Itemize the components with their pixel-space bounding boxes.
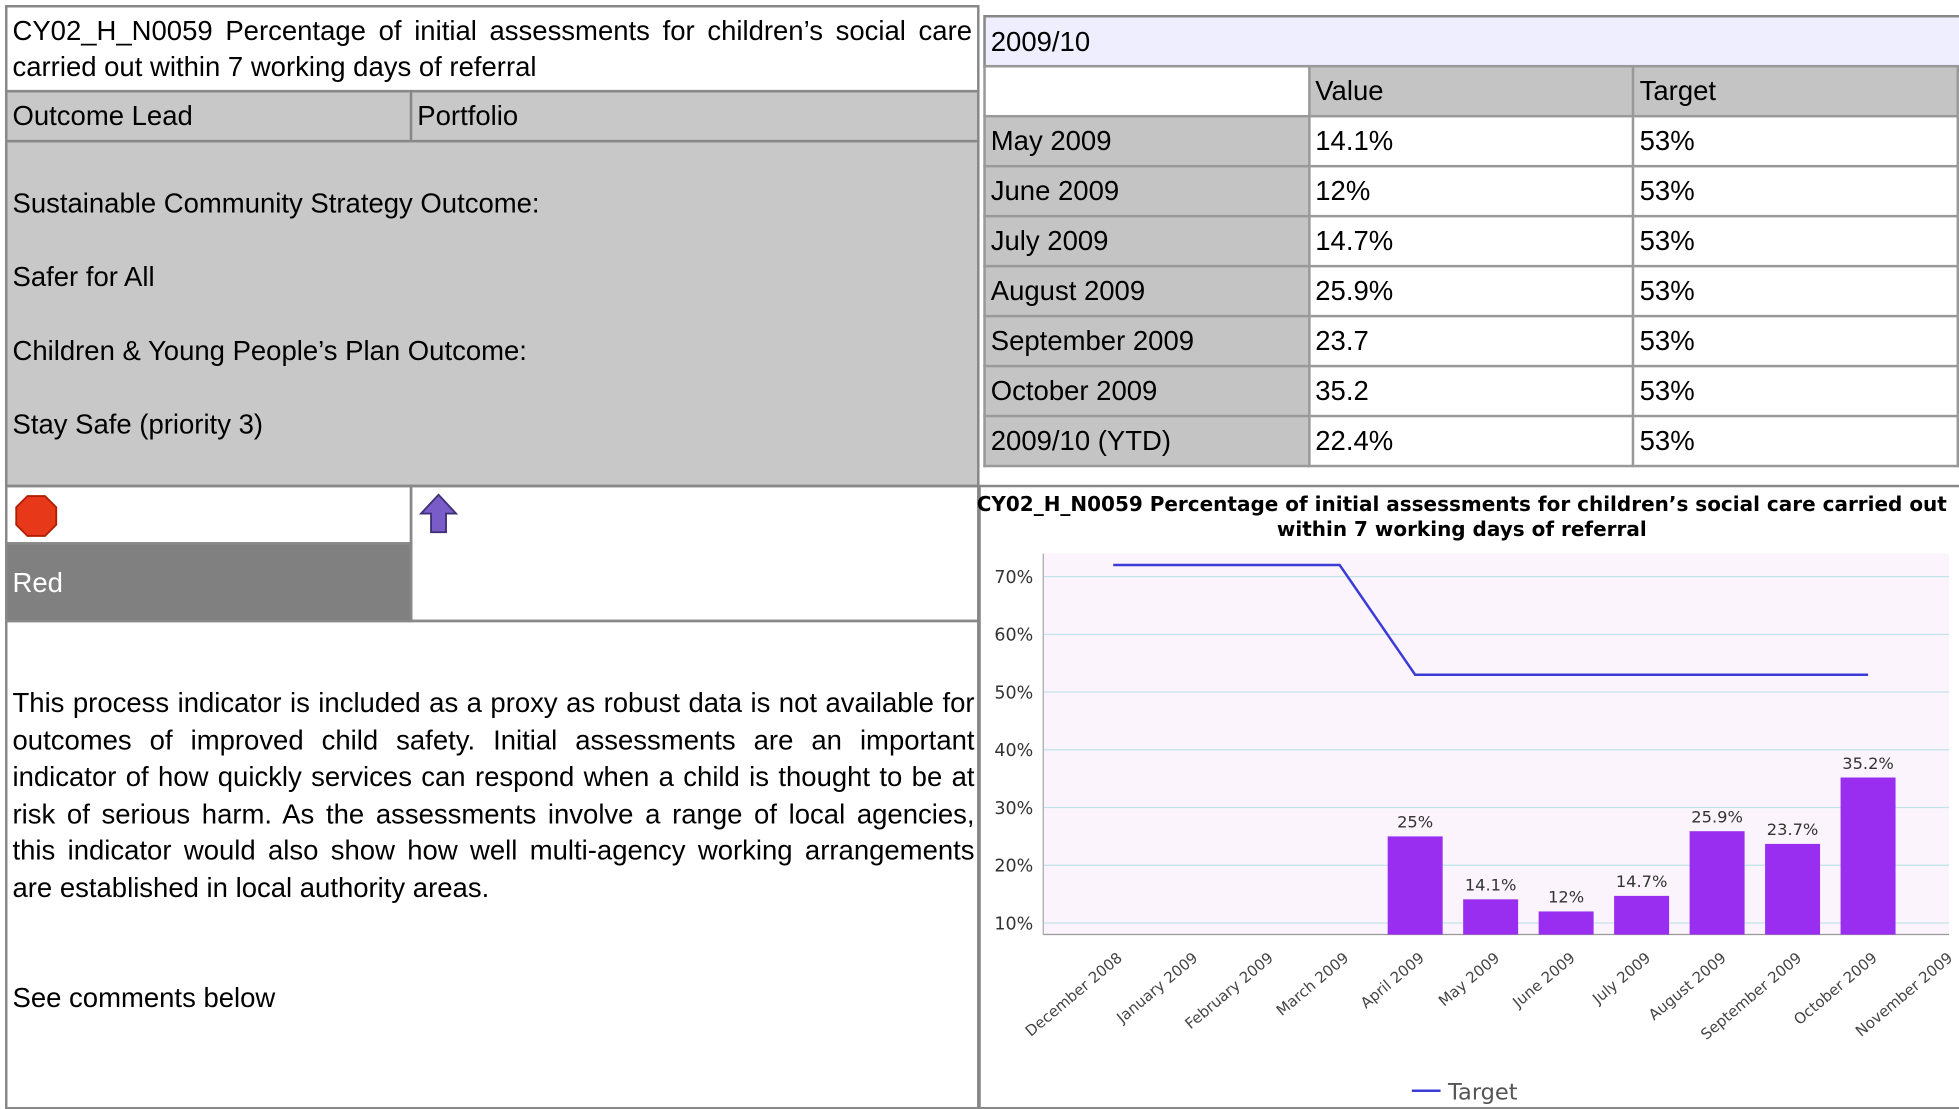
red-octagon	[15, 495, 58, 537]
bar	[1765, 843, 1821, 935]
description-panel: This process indicator is included as a …	[4, 619, 980, 1109]
legend-label: Target	[1447, 1079, 1518, 1105]
value-cell: 53%	[1632, 214, 1959, 268]
x-tick-label: June 2009	[1508, 949, 1578, 1012]
value-cell: 12%	[1307, 164, 1635, 218]
value-cell: 53%	[1632, 164, 1959, 218]
outcome-line: Safer for All	[12, 261, 155, 293]
x-tick-label: May 2009	[1435, 949, 1503, 1010]
indicator-title: CY02_H_N0059 Percentage of initial asses…	[4, 4, 980, 93]
outcome-line: Children & Young People’s Plan Outcome:	[12, 334, 527, 367]
value-cell: 22.4%	[1307, 414, 1635, 468]
data-table: Value Target May 2009 14.1% 53% June 2009 12% 5…	[983, 64, 1959, 468]
outcomes-panel: Sustainable Community Strategy Outcome: …	[4, 139, 980, 488]
column-header: Value	[1307, 64, 1635, 118]
value-cell: 53%	[1632, 414, 1959, 468]
row-label: August 2009	[983, 264, 1311, 318]
value-cell: 53%	[1632, 114, 1959, 168]
x-tick-label: March 2009	[1273, 949, 1352, 1020]
bar-value-label: 14.7%	[1616, 872, 1668, 891]
bar-value-label: 25%	[1397, 813, 1433, 832]
row-label: May 2009	[983, 114, 1311, 168]
bar-value-label: 23.7%	[1767, 820, 1819, 839]
row-label: June 2009	[983, 164, 1311, 218]
value-cell: 35.2	[1307, 364, 1635, 418]
bar	[1689, 831, 1745, 935]
value-cell: 53%	[1632, 364, 1959, 418]
x-tick-label: July 2009	[1588, 949, 1654, 1008]
value-cell: 14.1%	[1307, 114, 1635, 168]
bar	[1463, 899, 1519, 935]
table-row: June 2009 12% 53%	[983, 164, 1959, 218]
table-row: October 2009 35.2 53%	[983, 364, 1959, 418]
blank-cell	[983, 64, 1311, 118]
column-header: Target	[1632, 64, 1959, 118]
value-cell: 53%	[1632, 314, 1959, 368]
bar	[1538, 911, 1594, 935]
value-cell: 14.7%	[1307, 214, 1635, 268]
outcome-line: Sustainable Community Strategy Outcome:	[12, 187, 540, 219]
value-cell: 53%	[1632, 264, 1959, 318]
row-label: October 2009	[983, 364, 1311, 418]
value-cell: 25.9%	[1307, 264, 1635, 318]
row-label: 2009/10 (YTD)	[983, 414, 1311, 468]
y-tick-label: 70%	[994, 568, 1033, 588]
value-cell: 23.7	[1307, 314, 1635, 368]
x-tick-label: December 2008	[1022, 949, 1126, 1040]
table-row: May 2009 14.1% 53%	[983, 114, 1959, 168]
table-row: July 2009 14.7% 53%	[983, 214, 1959, 268]
chart-title: CY02_H_N0059 Percentage of initial asses…	[977, 492, 1948, 541]
bar	[1614, 895, 1670, 935]
table-row: 2009/10 (YTD) 22.4% 53%	[983, 414, 1959, 468]
bar-value-label: 25.9%	[1691, 807, 1743, 826]
table-row: September 2009 23.7 53%	[983, 314, 1959, 368]
up-arrow	[418, 493, 459, 534]
y-tick-label: 60%	[994, 626, 1033, 646]
portfolio: Portfolio	[409, 89, 980, 143]
row-label: September 2009	[983, 314, 1311, 368]
bar-value-label: 12%	[1548, 888, 1584, 907]
y-tick-label: 10%	[994, 914, 1033, 934]
bar-value-label: 35.2%	[1842, 754, 1894, 773]
bar-value-label: 14.1%	[1465, 876, 1517, 895]
target-line	[1113, 563, 1869, 676]
period-header: 2009/10	[983, 14, 1959, 68]
y-tick-label: 20%	[994, 857, 1033, 877]
bar	[1387, 836, 1443, 935]
bar	[1840, 777, 1896, 935]
y-tick-label: 40%	[994, 741, 1033, 761]
description: This process indicator is included as a …	[12, 687, 975, 903]
header-row: Value Target	[983, 64, 1959, 118]
x-tick-label: April 2009	[1357, 949, 1428, 1012]
table-row: August 2009 25.9% 53%	[983, 264, 1959, 318]
row-label: July 2009	[983, 214, 1311, 268]
description-note: See comments below	[12, 982, 276, 1014]
outcome-line: Stay Safe (priority 3)	[12, 408, 264, 440]
y-tick-label: 50%	[994, 683, 1033, 703]
y-tick-label: 30%	[994, 799, 1033, 819]
